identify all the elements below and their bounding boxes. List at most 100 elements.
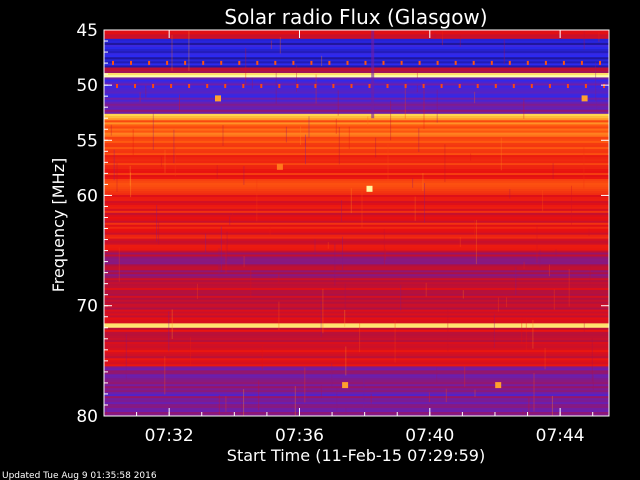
band-row bbox=[104, 412, 609, 415]
periodic-dot bbox=[292, 60, 295, 65]
band-row bbox=[104, 400, 609, 403]
hotspot bbox=[342, 382, 349, 389]
band-row bbox=[104, 278, 609, 281]
band-row bbox=[104, 266, 609, 269]
x-tick-label: 07:44 bbox=[536, 426, 585, 446]
periodic-dot bbox=[256, 60, 259, 65]
band-row bbox=[104, 32, 609, 35]
periodic-dot bbox=[562, 60, 565, 65]
texture-streak bbox=[243, 166, 245, 185]
texture-streak bbox=[583, 30, 585, 50]
band-row bbox=[104, 406, 609, 409]
intensity-band bbox=[104, 366, 609, 417]
y-axis-label: Frequency [MHz] bbox=[49, 158, 68, 292]
texture-streak bbox=[583, 321, 585, 332]
band-row bbox=[104, 210, 609, 214]
band-row bbox=[104, 390, 609, 393]
band-row bbox=[104, 153, 609, 156]
texture-streak bbox=[523, 261, 525, 269]
texture-streak bbox=[225, 396, 227, 412]
band-row bbox=[104, 307, 609, 310]
texture-streak bbox=[173, 129, 175, 164]
band-row bbox=[104, 360, 609, 363]
periodic-dot bbox=[490, 60, 493, 65]
band-row bbox=[104, 63, 609, 66]
texture-streak bbox=[322, 288, 324, 334]
texture-streak bbox=[416, 68, 418, 78]
periodic-dot bbox=[296, 84, 299, 88]
band-row bbox=[104, 262, 609, 265]
x-axis-label: Start Time (11-Feb-15 07:29:59) bbox=[227, 446, 485, 465]
texture-streak bbox=[553, 289, 555, 310]
periodic-dot bbox=[599, 60, 601, 65]
periodic-dot bbox=[400, 60, 403, 65]
band-row bbox=[104, 87, 609, 90]
band-row bbox=[104, 289, 609, 293]
periodic-dot bbox=[184, 60, 187, 65]
intensity-band bbox=[104, 101, 609, 115]
texture-streak bbox=[474, 91, 476, 104]
x-tick-label: 07:40 bbox=[405, 426, 454, 446]
texture-streak bbox=[544, 347, 546, 370]
texture-streak bbox=[216, 165, 218, 179]
band-row bbox=[104, 194, 609, 198]
periodic-dot bbox=[508, 60, 511, 65]
y-axis: 45 50 55 60 70 80 bbox=[76, 21, 609, 427]
periodic-dot bbox=[476, 84, 479, 88]
hotspot bbox=[276, 163, 283, 170]
band-row bbox=[104, 364, 609, 367]
band-row bbox=[104, 380, 609, 383]
band-row bbox=[104, 341, 609, 345]
band-row bbox=[104, 124, 609, 127]
texture-streak bbox=[542, 189, 544, 212]
periodic-dot bbox=[242, 84, 245, 88]
band-row bbox=[104, 386, 609, 389]
band-row bbox=[104, 258, 609, 261]
band-row bbox=[104, 206, 609, 210]
texture-streak bbox=[196, 283, 198, 300]
band-row bbox=[104, 272, 609, 275]
texture-streak bbox=[390, 100, 392, 141]
band-row bbox=[104, 408, 609, 411]
texture-streak bbox=[404, 85, 406, 119]
band-row bbox=[104, 175, 609, 178]
band-row bbox=[104, 264, 609, 267]
texture-streak bbox=[459, 35, 461, 47]
texture-streak bbox=[296, 64, 297, 92]
periodic-dot bbox=[202, 60, 205, 65]
band-row bbox=[104, 65, 609, 68]
intensity-band bbox=[104, 38, 609, 68]
texture-streak bbox=[462, 290, 464, 299]
texture-streak bbox=[338, 127, 340, 165]
band-row bbox=[104, 120, 609, 123]
periodic-dot bbox=[422, 84, 425, 88]
texture-streak bbox=[422, 173, 424, 192]
texture-streak bbox=[474, 389, 476, 397]
texture-streak bbox=[428, 392, 430, 403]
band-row bbox=[104, 109, 609, 113]
band-row bbox=[104, 254, 609, 257]
texture-streak bbox=[416, 85, 418, 93]
intensity-band bbox=[104, 149, 609, 202]
periodic-dot bbox=[548, 84, 551, 88]
band-row bbox=[104, 226, 609, 230]
band-row bbox=[104, 89, 609, 92]
texture-streak bbox=[592, 374, 594, 391]
periodic-dot bbox=[148, 60, 151, 65]
band-row bbox=[104, 240, 609, 244]
texture-streak bbox=[470, 153, 472, 161]
texture-streak bbox=[218, 248, 220, 279]
texture-streak bbox=[522, 410, 524, 416]
texture-streak bbox=[320, 300, 322, 338]
band-row bbox=[104, 200, 609, 204]
hotspot bbox=[581, 95, 588, 102]
texture-streak bbox=[344, 309, 346, 327]
y-tick-label: 70 bbox=[76, 297, 98, 317]
band-row bbox=[104, 130, 609, 134]
texture-streak bbox=[220, 226, 222, 273]
band-row bbox=[104, 107, 609, 111]
y-tick-label: 60 bbox=[76, 186, 98, 206]
periodic-dot bbox=[346, 60, 349, 65]
band-row bbox=[104, 132, 609, 136]
band-row bbox=[104, 346, 609, 349]
